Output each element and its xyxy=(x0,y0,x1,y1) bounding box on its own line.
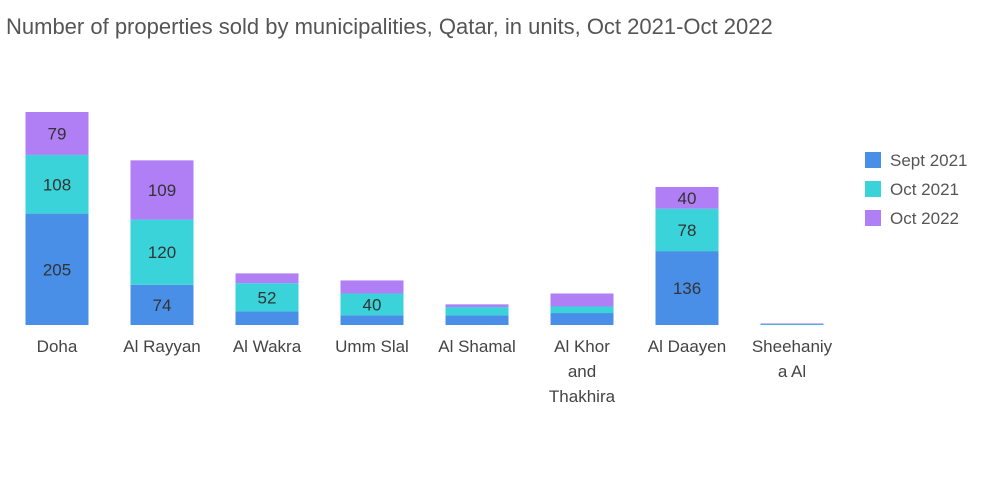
data-label: 74 xyxy=(153,296,172,315)
data-label: 79 xyxy=(48,124,67,143)
legend-swatch xyxy=(865,210,881,226)
bar-segment xyxy=(340,315,404,325)
category-label: Al Daayen xyxy=(648,337,726,356)
bar-segment xyxy=(25,213,89,325)
category-label: Al Wakra xyxy=(233,337,302,356)
legend-swatch xyxy=(865,181,881,197)
bar-segment xyxy=(445,304,509,308)
bar-segment xyxy=(340,280,404,294)
bar-segment xyxy=(550,313,614,325)
bar-segment xyxy=(550,293,614,307)
legend-label: Sept 2021 xyxy=(890,151,968,170)
labels-layer: 205 108 79 Doha 74 120 109 Al Rayyan 52 Al Wakra 4… xyxy=(37,124,833,406)
bar-segment xyxy=(25,112,89,155)
legend-label: Oct 2021 xyxy=(890,180,959,199)
category-label: Umm Slal xyxy=(335,337,409,356)
bar-segment xyxy=(550,306,614,314)
legend-swatch xyxy=(865,152,881,168)
bar-segment xyxy=(655,251,719,325)
bar-segment xyxy=(130,219,194,285)
data-label: 78 xyxy=(678,221,697,240)
bar-segment xyxy=(445,315,509,325)
bar-segment xyxy=(340,293,404,316)
bar-segment xyxy=(445,307,509,316)
data-label: 205 xyxy=(43,260,71,279)
category-label: Thakhira xyxy=(549,387,616,406)
data-label: 40 xyxy=(363,295,382,314)
bar-segment xyxy=(235,283,299,312)
bar-segment xyxy=(25,154,89,214)
bar-segment xyxy=(235,273,299,284)
bar-segment xyxy=(130,160,194,220)
bar-segment xyxy=(760,323,824,324)
category-label: Al Shamal xyxy=(438,337,515,356)
bars-layer xyxy=(25,112,824,325)
data-label: 108 xyxy=(43,175,71,194)
category-label: Al Rayyan xyxy=(123,337,200,356)
category-label: Doha xyxy=(37,337,78,356)
legend-label: Oct 2022 xyxy=(890,209,959,228)
bar-segment xyxy=(130,284,194,325)
data-label: 109 xyxy=(148,181,176,200)
legend: Sept 2021 Oct 2021 Oct 2022 xyxy=(865,151,968,228)
category-label: Al Khor xyxy=(554,337,610,356)
chart-title: Number of properties sold by municipalit… xyxy=(6,14,773,39)
bar-segment xyxy=(760,324,824,325)
data-label: 120 xyxy=(148,243,176,262)
category-label: Sheehaniy xyxy=(752,337,833,356)
data-label: 52 xyxy=(258,288,277,307)
data-label: 136 xyxy=(673,279,701,298)
bar-segment xyxy=(655,208,719,252)
category-label: a Al xyxy=(778,362,806,381)
bar-segment xyxy=(655,186,719,209)
data-label: 40 xyxy=(678,189,697,208)
bar-segment xyxy=(235,311,299,325)
category-label: and xyxy=(568,362,596,381)
bar-segment xyxy=(760,323,824,325)
